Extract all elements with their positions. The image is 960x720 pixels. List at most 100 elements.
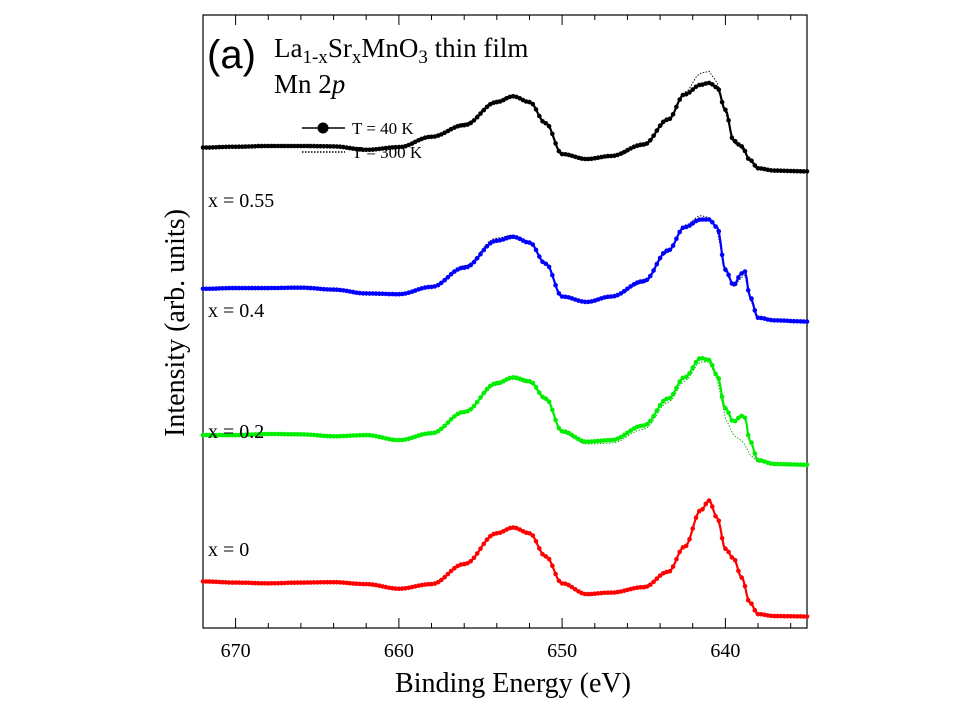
- data-point: [354, 581, 359, 586]
- data-point: [732, 557, 738, 563]
- data-point: [256, 143, 261, 149]
- data-point: [768, 317, 774, 323]
- data-point: [644, 141, 650, 146]
- x-axis-ticks: [235, 15, 792, 628]
- data-point: [282, 285, 287, 291]
- data-point: [288, 143, 294, 149]
- data-point: [801, 614, 806, 619]
- data-point: [690, 87, 695, 92]
- data-point: [377, 291, 382, 297]
- data-point: [716, 229, 722, 234]
- data-point: [439, 577, 444, 583]
- data-point: [778, 461, 784, 467]
- data-point: [341, 580, 346, 585]
- data-point: [716, 518, 722, 524]
- data-point: [259, 285, 265, 291]
- data-point: [530, 380, 536, 386]
- data-point: [778, 318, 784, 323]
- data-point: [677, 229, 682, 235]
- data-point: [621, 288, 627, 294]
- data-point: [311, 432, 317, 438]
- data-point: [540, 551, 545, 557]
- data-point: [726, 272, 731, 278]
- data-point: [236, 144, 242, 149]
- data-point: [648, 418, 653, 424]
- data-point: [249, 285, 255, 291]
- series-300k-line: [203, 215, 808, 323]
- data-point: [550, 272, 555, 278]
- data-point: [363, 291, 369, 296]
- data-point: [713, 371, 718, 377]
- data-point: [654, 261, 660, 267]
- data-point: [785, 462, 790, 467]
- data-point: [204, 432, 209, 438]
- title-sub-x: x: [352, 47, 362, 68]
- data-point: [670, 391, 676, 397]
- data-point: [533, 247, 539, 253]
- data-point: [589, 439, 594, 444]
- data-point: [736, 415, 741, 421]
- data-point: [252, 285, 258, 291]
- data-point: [667, 116, 673, 122]
- data-point: [452, 269, 457, 274]
- data-point: [220, 432, 225, 438]
- data-point: [752, 451, 758, 456]
- data-point: [292, 285, 297, 291]
- data-point: [791, 614, 797, 619]
- data-point: [700, 507, 705, 512]
- data-point: [683, 374, 689, 380]
- data-point: [448, 568, 454, 574]
- data-point: [755, 315, 761, 321]
- data-point: [295, 143, 301, 149]
- data-point: [266, 285, 271, 291]
- data-point: [226, 432, 232, 438]
- data-point: [204, 286, 209, 292]
- data-point: [582, 439, 588, 444]
- data-point: [259, 143, 265, 149]
- data-point: [768, 613, 774, 619]
- data-point: [448, 417, 454, 422]
- data-point: [749, 158, 754, 163]
- data-point: [693, 359, 699, 365]
- data-point: [794, 614, 800, 619]
- data-point: [618, 434, 624, 440]
- data-point: [474, 114, 480, 120]
- data-point: [478, 395, 483, 400]
- data-point: [687, 223, 692, 228]
- data-point: [331, 434, 336, 439]
- data-point: [217, 432, 222, 438]
- data-point: [716, 376, 722, 381]
- data-point: [752, 607, 758, 613]
- data-point: [321, 144, 327, 149]
- data-point: [749, 440, 754, 446]
- series-x0: [200, 498, 810, 619]
- data-point: [484, 537, 490, 542]
- data-point: [373, 291, 379, 296]
- data-point: [337, 433, 343, 439]
- data-point: [556, 425, 562, 431]
- data-point: [445, 275, 451, 280]
- data-point: [693, 515, 699, 520]
- data-point: [256, 285, 261, 291]
- data-point: [226, 144, 232, 150]
- data-point: [210, 145, 216, 150]
- data-point: [315, 580, 320, 585]
- data-point: [791, 168, 797, 174]
- data-point: [328, 144, 333, 149]
- data-point: [804, 169, 810, 174]
- data-point: [674, 104, 679, 110]
- data-point: [628, 428, 633, 433]
- data-point: [478, 546, 483, 551]
- data-point: [357, 147, 363, 152]
- data-point: [282, 431, 287, 437]
- data-point: [200, 432, 206, 438]
- data-point: [439, 280, 444, 286]
- data-point: [239, 285, 245, 291]
- data-point: [706, 357, 712, 363]
- data-point: [582, 591, 588, 597]
- data-point: [285, 580, 291, 586]
- data-point: [781, 168, 787, 174]
- data-point: [279, 143, 284, 149]
- data-point: [537, 390, 542, 395]
- title-sub-3: 3: [418, 47, 428, 68]
